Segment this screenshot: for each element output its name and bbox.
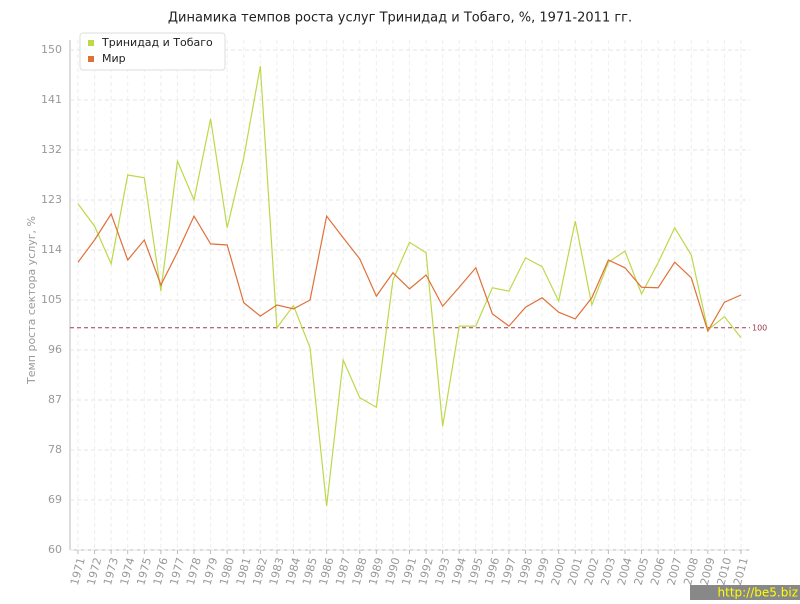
y-axis-title: Темп роста сектора услуг, % <box>25 216 38 385</box>
y-tick-label: 96 <box>48 343 62 356</box>
chart-title: Динамика темпов роста услуг Тринидад и Т… <box>168 11 632 26</box>
series-line <box>77 66 742 507</box>
legend-label: Мир <box>102 52 126 65</box>
legend-box <box>79 32 226 71</box>
x-tick-label: 2011 <box>731 556 751 586</box>
y-tick-label: 132 <box>41 143 62 156</box>
y-tick-label: 123 <box>41 193 62 206</box>
y-tick-label: 150 <box>41 43 62 56</box>
y-tick-label: 141 <box>41 93 62 106</box>
reference-label: 100 <box>752 323 767 332</box>
legend-swatch <box>88 40 94 46</box>
y-tick-label: 105 <box>41 293 62 306</box>
y-tick-label: 114 <box>41 243 62 256</box>
watermark: http://be5.biz <box>718 586 798 600</box>
y-tick-label: 60 <box>48 543 62 556</box>
y-tick-label: 78 <box>48 443 62 456</box>
series-line <box>77 212 742 333</box>
watermark-bg <box>690 585 800 600</box>
legend-swatch <box>88 56 94 62</box>
y-tick-label: 87 <box>48 393 62 406</box>
y-tick-label: 69 <box>48 493 62 506</box>
legend-label: Тринидад и Тобаго <box>101 36 213 49</box>
